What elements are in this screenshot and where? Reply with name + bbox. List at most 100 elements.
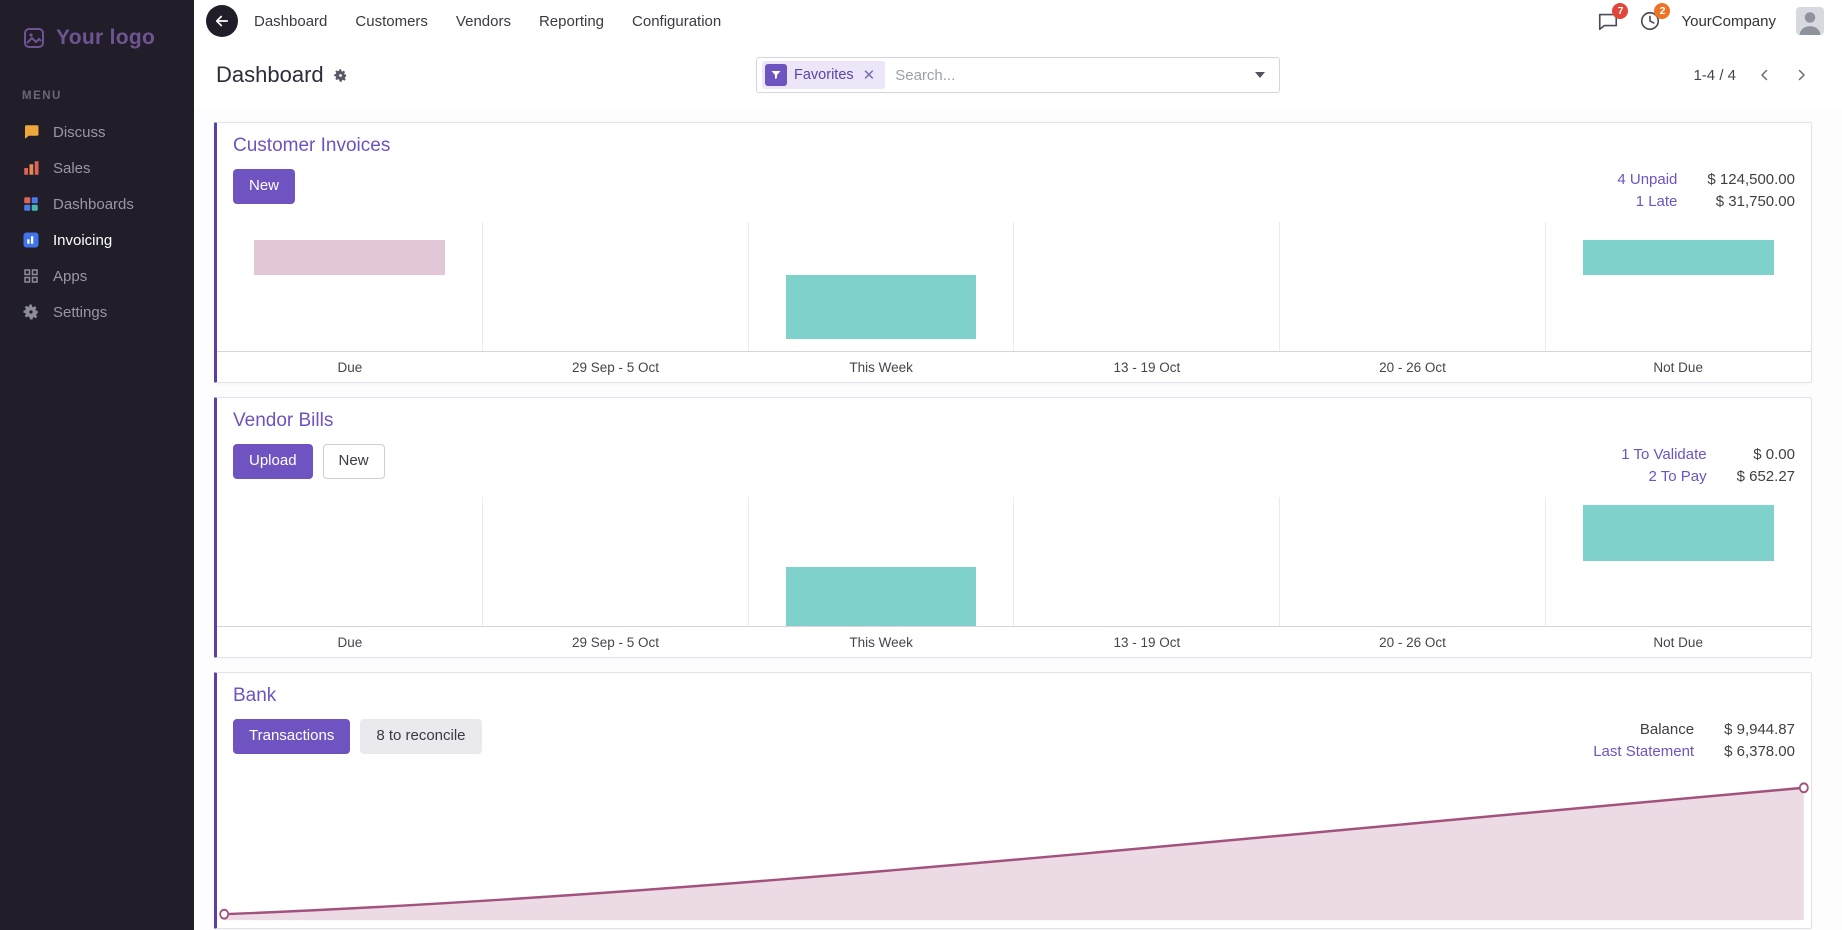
to-pay-amount: $ 652.27 (1736, 468, 1795, 485)
messages-button[interactable]: 7 (1597, 3, 1629, 32)
vendor-bills-chart-labels: Due 29 Sep - 5 Oct This Week 13 - 19 Oct… (217, 627, 1811, 657)
chevron-right-icon (1798, 69, 1805, 81)
sidebar-item-label: Dashboards (53, 195, 134, 213)
chart-label: 20 - 26 Oct (1379, 359, 1446, 375)
bank-balance-chart (219, 782, 1809, 921)
customer-invoices-title[interactable]: Customer Invoices (233, 135, 391, 156)
settings-icon (22, 303, 40, 321)
customer-invoices-buttons: New (233, 169, 296, 204)
control-panel: Dashboard Favorites ✕ (194, 42, 1842, 108)
bank-card: Bank Transactions 8 to reconcile Balance… (214, 672, 1812, 929)
new-bill-button[interactable]: New (322, 444, 385, 479)
gear-icon (333, 68, 346, 82)
vendor-bills-actions-row: Upload New 1 To Validate $ 0.00 2 To Pay… (233, 444, 1795, 485)
facet-close-icon[interactable]: ✕ (862, 66, 876, 84)
sidebar-item-sales[interactable]: Sales (0, 150, 194, 186)
due-bar[interactable] (254, 240, 445, 275)
last-statement-amount: $ 6,378.00 (1724, 743, 1795, 760)
customer-invoices-chart-labels: Due 29 Sep - 5 Oct This Week 13 - 19 Oct… (217, 352, 1811, 382)
company-switcher[interactable]: YourCompany (1681, 12, 1776, 30)
nav-customers[interactable]: Customers (355, 12, 428, 30)
chart-label: 13 - 19 Oct (1113, 359, 1181, 375)
chart-column (1280, 222, 1547, 351)
sidebar-item-discuss[interactable]: Discuss (0, 114, 194, 150)
chart-label: 29 Sep - 5 Oct (571, 634, 660, 650)
bank-actions-row: Transactions 8 to reconcile Balance $ 9,… (233, 719, 1795, 760)
avatar-icon (1796, 7, 1824, 35)
not-due-bar[interactable] (1583, 504, 1774, 562)
company-logo[interactable]: Your logo (0, 0, 194, 84)
main-area: Dashboard Customers Vendors Reporting Co… (194, 0, 1842, 930)
this-week-bar[interactable] (785, 274, 977, 340)
invoicing-icon (22, 231, 40, 249)
sidebar-item-apps[interactable]: Apps (0, 258, 194, 294)
chart-column (1280, 497, 1547, 626)
unpaid-invoices-amount: $ 124,500.00 (1707, 171, 1795, 188)
sidebar-item-label: Apps (53, 267, 88, 285)
pager-value: 1-4 / 4 (1693, 66, 1736, 84)
unpaid-invoices-link[interactable]: 4 Unpaid (1617, 171, 1678, 188)
favorites-filter-facet[interactable]: Favorites ✕ (762, 61, 886, 89)
new-invoice-button[interactable]: New (233, 169, 296, 204)
sidebar-item-settings[interactable]: Settings (0, 294, 194, 330)
late-invoices-link[interactable]: 1 Late (1635, 193, 1678, 210)
pager-next-button[interactable] (1786, 60, 1816, 90)
vendor-bills-chart (217, 497, 1811, 627)
chart-label: 13 - 19 Oct (1113, 634, 1181, 650)
nav-configuration[interactable]: Configuration (632, 12, 722, 30)
chart-label: Due (337, 359, 363, 375)
logo-icon (24, 28, 44, 48)
vendor-bills-buttons: Upload New (233, 444, 385, 479)
facet-label: Favorites (794, 67, 854, 83)
customer-invoices-chart (217, 222, 1811, 352)
user-avatar[interactable] (1796, 7, 1824, 35)
chart-column (217, 222, 483, 351)
nav-reporting[interactable]: Reporting (538, 12, 605, 30)
last-statement-link[interactable]: Last Statement (1593, 743, 1695, 760)
upload-bill-button[interactable]: Upload (233, 444, 313, 479)
page-gear-button[interactable] (333, 68, 348, 83)
sidebar-item-label: Settings (53, 303, 108, 321)
sidebar-item-label: Sales (53, 159, 91, 177)
bank-title[interactable]: Bank (233, 685, 277, 706)
page-title: Dashboard (216, 62, 324, 87)
chart-column (1546, 222, 1811, 351)
not-due-bar[interactable] (1583, 240, 1774, 275)
search-input[interactable] (885, 66, 1241, 84)
transactions-button[interactable]: Transactions (233, 719, 351, 754)
chevron-left-icon (1761, 69, 1768, 81)
chart-label: This Week (849, 359, 913, 375)
nav-vendors[interactable]: Vendors (455, 12, 511, 30)
vendor-bills-title[interactable]: Vendor Bills (233, 410, 334, 431)
chart-label: This Week (849, 634, 913, 650)
balance-label: Balance (1639, 721, 1695, 738)
search-dropdown-toggle[interactable] (1241, 58, 1279, 92)
this-week-bar[interactable] (785, 566, 977, 626)
chart-column (1014, 222, 1281, 351)
chart-column (1546, 497, 1811, 626)
sidebar-nav: Discuss Sales Dashboards Invoicing (0, 114, 194, 330)
to-pay-link[interactable]: 2 To Pay (1648, 468, 1707, 485)
chart-column (217, 497, 483, 626)
to-validate-link[interactable]: 1 To Validate (1621, 446, 1707, 463)
sidebar-item-label: Discuss (53, 123, 106, 141)
topbar-right: 7 2 YourCompany (1597, 3, 1824, 35)
chart-column (749, 222, 1015, 351)
sidebar-item-invoicing[interactable]: Invoicing (0, 222, 194, 258)
to-validate-amount: $ 0.00 (1753, 446, 1795, 463)
reconcile-button[interactable]: 8 to reconcile (360, 719, 482, 754)
back-button[interactable] (206, 5, 238, 37)
pager-previous-button[interactable] (1750, 60, 1780, 90)
breadcrumb: Dashboard (216, 62, 348, 88)
activities-button[interactable]: 2 (1639, 3, 1671, 32)
chart-label: Not Due (1653, 359, 1703, 375)
chart-column (483, 222, 749, 351)
sales-icon (22, 159, 40, 177)
discuss-icon (22, 123, 40, 141)
sidebar-item-dashboards[interactable]: Dashboards (0, 186, 194, 222)
nav-dashboard[interactable]: Dashboard (254, 12, 328, 30)
chart-label: 20 - 26 Oct (1379, 634, 1446, 650)
menu-section-label: MENU (22, 90, 62, 102)
caret-down-icon (1255, 72, 1265, 78)
